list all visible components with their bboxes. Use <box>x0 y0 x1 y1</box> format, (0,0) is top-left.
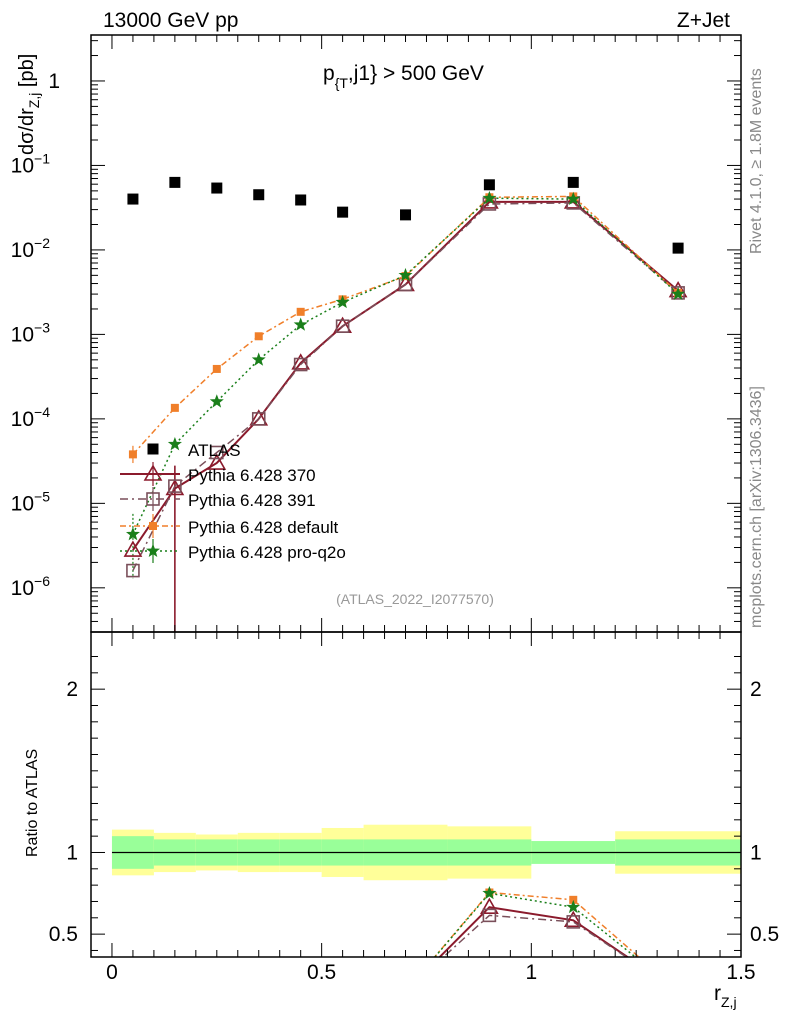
series-point-0 <box>207 453 227 470</box>
series-point-3 <box>398 267 413 282</box>
series-line-0 <box>132 200 679 551</box>
y-tick-label-main: 10−2 <box>11 235 51 262</box>
y-tick-label-ratio-right: 0.5 <box>750 923 779 946</box>
legend-marker-data <box>147 443 159 455</box>
y-tick-label-main: 1 <box>48 70 60 93</box>
series-point-1 <box>210 445 224 460</box>
cut-label: p{T,j1} > 500 GeV <box>323 62 484 91</box>
series-point-3 <box>482 190 497 205</box>
ratio-series-group <box>433 885 640 957</box>
legend-marker-1 <box>146 492 160 506</box>
side-label-site: mcplots.cern.ch [arXiv:1306.3436] <box>748 386 765 628</box>
x-tick-label: 0 <box>106 961 118 984</box>
series-line-1 <box>132 202 679 571</box>
xlabel: rZ,j <box>714 982 737 1010</box>
y-tick-label-main: 10−3 <box>11 319 51 346</box>
ratio-point-3 <box>566 899 581 914</box>
series-point-0 <box>291 353 311 370</box>
series-point-0 <box>165 478 185 496</box>
legend-marker-2 <box>149 522 157 530</box>
data-point <box>211 182 223 194</box>
data-point <box>400 209 412 221</box>
data-point <box>672 242 684 254</box>
ratio-line-2 <box>433 891 640 957</box>
analysis-tag: (ATLAS_2022_I2077570) <box>336 591 494 607</box>
y-tick-label-ratio-right: 1 <box>750 841 762 864</box>
series-line-2 <box>132 195 679 455</box>
ylabel-main: dσ/drZ,j [pb] <box>16 54 42 155</box>
series-point-2 <box>212 364 221 373</box>
series-line-3 <box>132 197 679 535</box>
ratio-point-3 <box>482 885 497 900</box>
series-point-1 <box>251 412 266 426</box>
series-point-3 <box>335 294 350 309</box>
series-point-3 <box>671 286 686 300</box>
ylabel-ratio: Ratio to ATLAS <box>24 749 41 857</box>
ratio-point-0 <box>563 910 583 928</box>
series-point-1 <box>168 479 182 493</box>
ratio-point-0 <box>480 897 499 914</box>
series-point-1 <box>335 319 350 334</box>
title-process: Z+Jet <box>677 9 730 32</box>
x-tick-label: 1.5 <box>726 961 755 984</box>
series-point-1 <box>293 357 308 372</box>
data-point <box>169 176 181 188</box>
series-point-3 <box>167 436 182 451</box>
y-tick-label-ratio-left: 0.5 <box>49 923 78 946</box>
legend-marker-3 <box>145 543 161 558</box>
legend-label-data: ATLAS <box>188 441 241 460</box>
ratio-line-1 <box>442 914 628 957</box>
x-tick-label: 0.5 <box>307 961 336 984</box>
data-point <box>127 193 139 205</box>
data-point <box>567 176 579 188</box>
y-tick-label-ratio-left: 1 <box>66 841 78 864</box>
series-point-2 <box>254 332 263 341</box>
series-point-3 <box>566 191 581 206</box>
series-point-3 <box>293 317 308 331</box>
title-energy: 13000 GeV pp <box>103 9 238 32</box>
y-tick-label-ratio-left: 2 <box>66 678 78 701</box>
series-point-2 <box>128 450 137 459</box>
legend-label-0: Pythia 6.428 370 <box>188 466 316 485</box>
data-point <box>295 194 307 206</box>
y-tick-label-main: 10−5 <box>11 488 51 515</box>
ratio-point-2 <box>569 895 578 904</box>
legend-marker-0 <box>143 464 163 481</box>
side-label-rivet: Rivet 4.1.0, ≥ 1.8M events <box>748 68 765 254</box>
legend-label-2: Pythia 6.428 default <box>188 518 339 537</box>
legend-label-1: Pythia 6.428 391 <box>188 491 316 510</box>
series-point-2 <box>296 307 305 316</box>
ratio-line-3 <box>433 892 637 957</box>
series-point-2 <box>170 403 179 412</box>
y-tick-label-ratio-right: 2 <box>750 678 762 701</box>
ratio-point-1 <box>482 908 497 923</box>
series-point-3 <box>125 526 140 541</box>
data-point <box>483 179 495 191</box>
data-point <box>253 189 265 201</box>
ratio-frame <box>90 631 742 958</box>
ratio-point-1 <box>566 915 581 929</box>
data-point <box>337 206 349 218</box>
y-tick-label-main: 10−1 <box>11 150 51 177</box>
series-point-3 <box>251 352 266 366</box>
y-tick-label-main: 10−4 <box>11 404 51 431</box>
legend-label-3: Pythia 6.428 pro-q2o <box>188 543 346 562</box>
series-point-0 <box>123 540 143 557</box>
y-tick-label-main: 10−6 <box>11 573 51 600</box>
series-point-3 <box>209 394 224 408</box>
x-tick-label: 1 <box>525 961 537 984</box>
series-point-1 <box>126 563 140 578</box>
